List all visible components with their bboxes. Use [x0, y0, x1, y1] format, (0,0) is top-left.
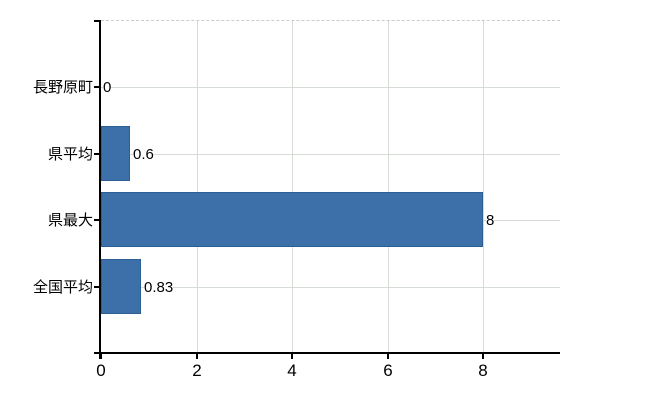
category-label: 全国平均 [32, 279, 93, 296]
y-axis-tick [94, 286, 101, 288]
x-axis-tick [196, 353, 198, 359]
gridline-vertical [292, 21, 293, 353]
category-label: 県最大 [47, 212, 93, 229]
x-axis-line [94, 352, 560, 354]
gridline-vertical [197, 21, 198, 353]
category-label: 県平均 [47, 146, 93, 163]
y-axis-tick [94, 153, 101, 155]
bar [101, 126, 130, 181]
x-axis-tick-label: 4 [287, 361, 297, 380]
bar [101, 192, 483, 247]
x-axis-tick-label: 8 [478, 361, 488, 380]
gridline-horizontal [101, 87, 560, 88]
x-axis-tick [482, 353, 484, 359]
value-label: 0.83 [144, 279, 174, 297]
y-axis-tick [94, 86, 101, 88]
value-label: 8 [486, 212, 495, 230]
x-axis-tick-label: 6 [383, 361, 393, 380]
value-label: 0 [103, 79, 112, 97]
y-axis-top-tick [94, 20, 101, 22]
gridline-vertical [388, 21, 389, 353]
y-axis-tick [94, 219, 101, 221]
gridline-horizontal [101, 154, 560, 155]
plot-top-border [101, 20, 560, 21]
gridline-vertical [483, 21, 484, 353]
value-label: 0.6 [133, 146, 154, 164]
x-axis-tick-label: 0 [96, 361, 106, 380]
gridline-horizontal [101, 287, 560, 288]
bar [101, 259, 141, 314]
category-label: 長野原町 [32, 79, 93, 96]
x-axis-tick [387, 353, 389, 359]
y-axis-line [99, 20, 101, 359]
x-axis-tick-label: 2 [192, 361, 202, 380]
x-axis-tick [100, 353, 102, 359]
x-axis-tick [291, 353, 293, 359]
